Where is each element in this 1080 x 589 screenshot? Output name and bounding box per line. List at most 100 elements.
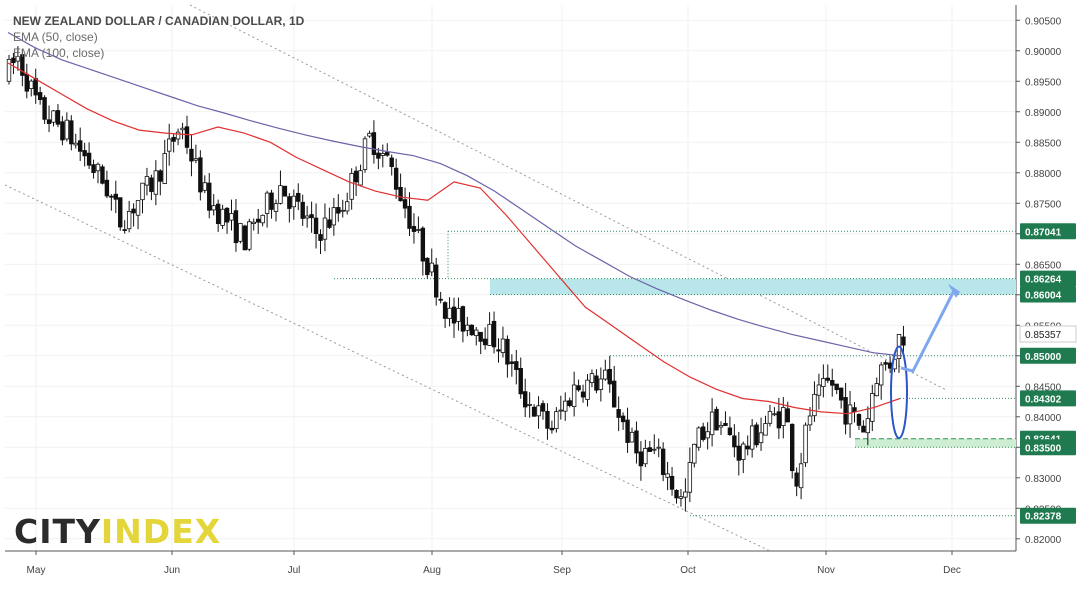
candle-up xyxy=(135,200,141,216)
candle-up xyxy=(487,323,492,346)
candle-down xyxy=(727,427,733,435)
candle-down xyxy=(790,423,795,472)
candle-down xyxy=(496,349,501,352)
level-badge xyxy=(1020,286,1076,303)
candle-up xyxy=(175,131,181,140)
candle-up xyxy=(304,215,310,219)
candle-down xyxy=(296,192,301,202)
candle-up xyxy=(465,324,470,331)
candle-down xyxy=(82,150,87,157)
level-badge-label: 0.87041 xyxy=(1025,227,1062,238)
candle-up xyxy=(340,209,345,212)
candle-down xyxy=(514,361,519,370)
candle-up xyxy=(416,229,421,231)
candle-up xyxy=(429,262,434,273)
y-tick-label: 0.89500 xyxy=(1025,77,1062,88)
candle-up xyxy=(807,415,813,426)
current-price-badge xyxy=(1019,325,1077,343)
candle-up xyxy=(847,404,853,425)
candle-down xyxy=(545,411,550,429)
candle-up xyxy=(705,431,710,439)
candle-down xyxy=(901,336,906,346)
candle-down xyxy=(287,196,292,209)
candle-up xyxy=(603,369,608,380)
candle-down xyxy=(37,92,43,100)
candle-down xyxy=(567,400,572,406)
candle-down xyxy=(531,406,537,417)
candle-down xyxy=(398,186,403,202)
candle-down xyxy=(149,177,154,192)
candle-down xyxy=(189,148,194,162)
candle-up xyxy=(193,158,199,161)
candle-down xyxy=(411,226,417,232)
candle-down xyxy=(723,422,728,426)
candle-up xyxy=(665,473,670,478)
candle-down xyxy=(371,132,377,155)
candle-up xyxy=(251,221,256,224)
candle-down xyxy=(198,157,203,193)
candle-down xyxy=(33,78,38,96)
x-tick-label: Oct xyxy=(680,565,696,576)
city-index-logo: CITYINDEX xyxy=(14,512,222,551)
candle-down xyxy=(518,368,523,395)
candle-up xyxy=(571,384,577,407)
candle-up xyxy=(273,203,279,212)
level-badge-label: 0.84302 xyxy=(1025,394,1062,405)
candle-down xyxy=(336,207,341,214)
candle-up xyxy=(741,443,746,460)
candle-down xyxy=(109,195,114,198)
candle-down xyxy=(24,73,29,92)
forecast-arrow-path xyxy=(900,287,957,373)
level-badge-label: 0.83500 xyxy=(1025,443,1062,454)
candle-down xyxy=(389,157,394,168)
candle-down xyxy=(184,126,190,148)
level-badge xyxy=(1020,270,1076,287)
candle-down xyxy=(594,375,599,391)
candle-down xyxy=(669,475,675,490)
candle-down xyxy=(754,424,759,446)
y-tick-label: 0.90000 xyxy=(1025,47,1062,58)
candle-up xyxy=(247,221,252,250)
candle-down xyxy=(580,391,586,398)
candle-down xyxy=(425,257,430,276)
ema50-line xyxy=(7,62,901,415)
x-tick-label: Jun xyxy=(164,565,180,576)
candle-down xyxy=(776,411,782,429)
candle-up xyxy=(331,207,337,226)
candle-down xyxy=(625,419,630,443)
candle-up xyxy=(95,163,101,172)
candle-down xyxy=(834,383,839,391)
candle-up xyxy=(821,378,826,387)
candle-down xyxy=(393,167,399,190)
candle-down xyxy=(224,207,230,223)
x-tick-label: Dec xyxy=(943,565,961,576)
candle-up xyxy=(718,425,724,428)
candle-up xyxy=(362,138,368,170)
candle-up xyxy=(563,400,568,412)
candle-down xyxy=(861,425,866,433)
level-badge xyxy=(1020,223,1076,240)
candle-down xyxy=(407,205,412,229)
candle-down xyxy=(318,234,323,241)
candle-up xyxy=(126,210,132,230)
channel-lower-line xyxy=(4,184,771,552)
support-resistance-zone xyxy=(490,278,1016,295)
candle-up xyxy=(558,409,563,412)
candle-up xyxy=(683,491,688,498)
level-badge-label: 0.86004 xyxy=(1025,291,1062,302)
y-tick-label: 0.90500 xyxy=(1025,16,1062,27)
ema100-line xyxy=(7,31,901,357)
candle-down xyxy=(714,408,719,431)
candle-up xyxy=(162,153,167,184)
candle-up xyxy=(781,407,786,426)
candle-up xyxy=(264,192,270,214)
x-tick-label: Sep xyxy=(553,565,571,576)
candle-up xyxy=(202,182,207,191)
candle-up xyxy=(51,110,56,123)
candle-up xyxy=(238,223,243,242)
candle-down xyxy=(78,140,83,152)
chart-legend: NEW ZEALAND DOLLAR / CANADIAN DOLLAR, 1D… xyxy=(13,13,304,61)
candle-down xyxy=(660,448,666,475)
